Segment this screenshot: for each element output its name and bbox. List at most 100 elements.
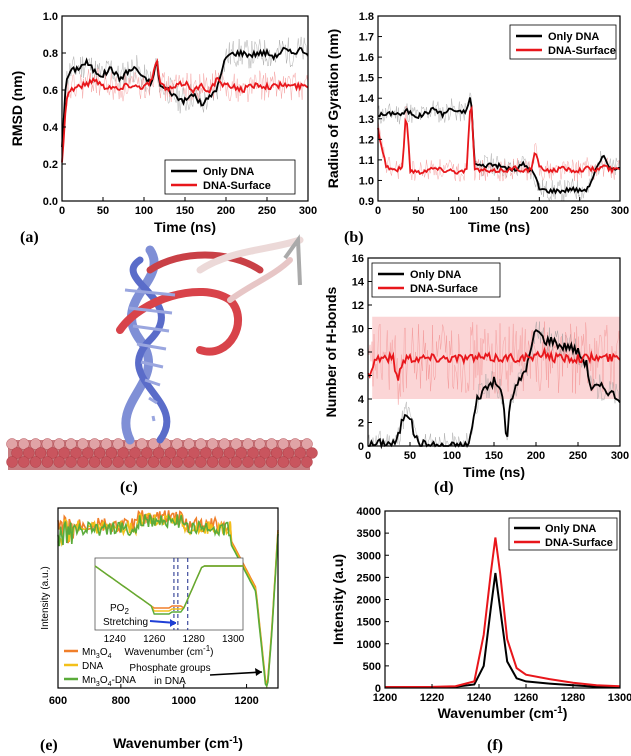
x-tick-label: 1000 [171,695,195,707]
panel-label-c: (c) [120,479,138,496]
x-tick-label: 200 [527,450,545,462]
y-tick-label: 2 [358,418,364,430]
series-line-dna-surface [384,537,621,689]
surface-atom [230,438,242,450]
y-tick-label: 12 [352,300,364,312]
surface-atom [117,447,129,459]
inset-x-tick-label: 1240 [104,634,127,645]
surface-atom [277,456,290,468]
surface-atom [70,447,82,459]
surface-atom [188,447,200,459]
legend-label: Mn3O4 [82,647,112,660]
y-tick-label: 3000 [357,550,381,562]
legend-label: DNA-Surface [203,180,271,192]
surface-atom [223,447,236,459]
y-tick-label: 4 [358,394,365,406]
phosphate-arrow [209,671,263,676]
y-axis-label: Radius of Gyration (nm) [325,29,341,188]
y-axis-label: Intensity (a.u) [330,554,346,645]
legend-label: Only DNA [410,269,461,281]
series-noise-only-dna [61,36,309,142]
surface-atom [200,447,212,459]
inset-x-tick-label: 1280 [183,634,206,645]
phosphate-arrowhead [255,668,262,676]
legend-label: Only DNA [548,31,599,43]
surface-atom [147,456,160,468]
surface-atom [254,456,266,468]
panel-f-chart: 1200 1220 1240 1260 1280 1300 0 500 1000 1500 2000… [330,506,631,721]
surface-atom [129,447,141,459]
dna-end-cap [283,234,302,286]
y-tick-label: 0.6 [43,85,58,97]
y-tick-label: 10 [352,324,364,336]
y-tick-label: 4000 [357,506,381,518]
dna-strand-blue [121,245,159,445]
surface-slab [6,438,318,470]
surface-atom [183,438,195,450]
series-line-dna-surface [377,105,621,175]
x-tick-label: 1220 [420,692,444,704]
legend-box [509,24,617,60]
plot-frame [57,507,279,689]
x-tick-label: 250 [569,450,587,462]
x-tick-label: 300 [611,205,629,217]
surface-atom [183,456,195,468]
surface-atom [77,456,89,468]
x-tick-label: 1300 [608,692,631,704]
legend-label: DNA-Surface [410,283,478,295]
dna-strand-white [196,236,304,274]
surface-atom [29,456,42,468]
subscript: 3 [96,653,100,660]
surface-atom [88,456,101,468]
y-tick-label: 0.4 [43,122,59,134]
surface-atom [112,456,124,468]
x-tick-label: 50 [412,205,424,217]
surface-atom [242,438,254,450]
surface-atom [29,438,42,450]
x-tick-label: 50 [97,205,109,217]
inset-line-mn3o4-dna [94,565,243,615]
surface-atom [112,438,124,450]
surface-atom [46,447,59,459]
x-tick-label: 150 [176,205,194,217]
base-pair [124,288,176,297]
subscript: 4 [108,653,112,660]
legend-label: DNA-Surface [545,537,613,549]
surface-atom [289,456,301,468]
legend-box [164,159,296,195]
x-axis-label: Wavenumber (cm-1) [438,705,568,721]
inset-frame [94,557,244,631]
series-line-dna-surface [367,346,621,381]
x-tick-label: 200 [530,205,548,217]
surface-atom [235,447,247,459]
surface-atom [206,438,219,450]
x-tick-label: 100 [443,450,461,462]
inset-annotation-2: Stretching [103,617,148,628]
surface-atom [270,447,283,459]
y-tick-label: 2500 [357,572,381,584]
subscript: 2 [124,607,129,616]
panel-e-chart: 600 800 1000 1200 Wavenumber (cm-1) Intensity… [40,507,279,751]
x-axis-label: Time (ns) [468,219,530,235]
series-line-only-dna [377,97,621,195]
surface-atom [82,447,94,459]
surface-atom [77,438,89,450]
surface-atom [93,447,106,459]
surface-atom [171,456,183,468]
x-axis-label: Time (ns) [154,219,216,235]
surface-atom [294,447,306,459]
panel-label-e: (e) [40,737,58,754]
x-tick-label: 1200 [373,692,397,704]
panel-label-b: (b) [344,229,364,246]
base-pair [140,360,164,369]
surface-atom [265,456,278,468]
series-noise-only-dna [377,91,621,202]
x-tick-label: 0 [375,205,381,217]
y-tick-label: 1500 [357,617,381,629]
y-tick-label: 1000 [357,639,381,651]
y-tick-label: 1.5 [359,73,374,85]
surface-atom [265,438,278,450]
surface-atom [247,447,259,459]
inset-x-tick-label: 1300 [222,634,245,645]
y-tick-label: 2000 [357,595,381,607]
